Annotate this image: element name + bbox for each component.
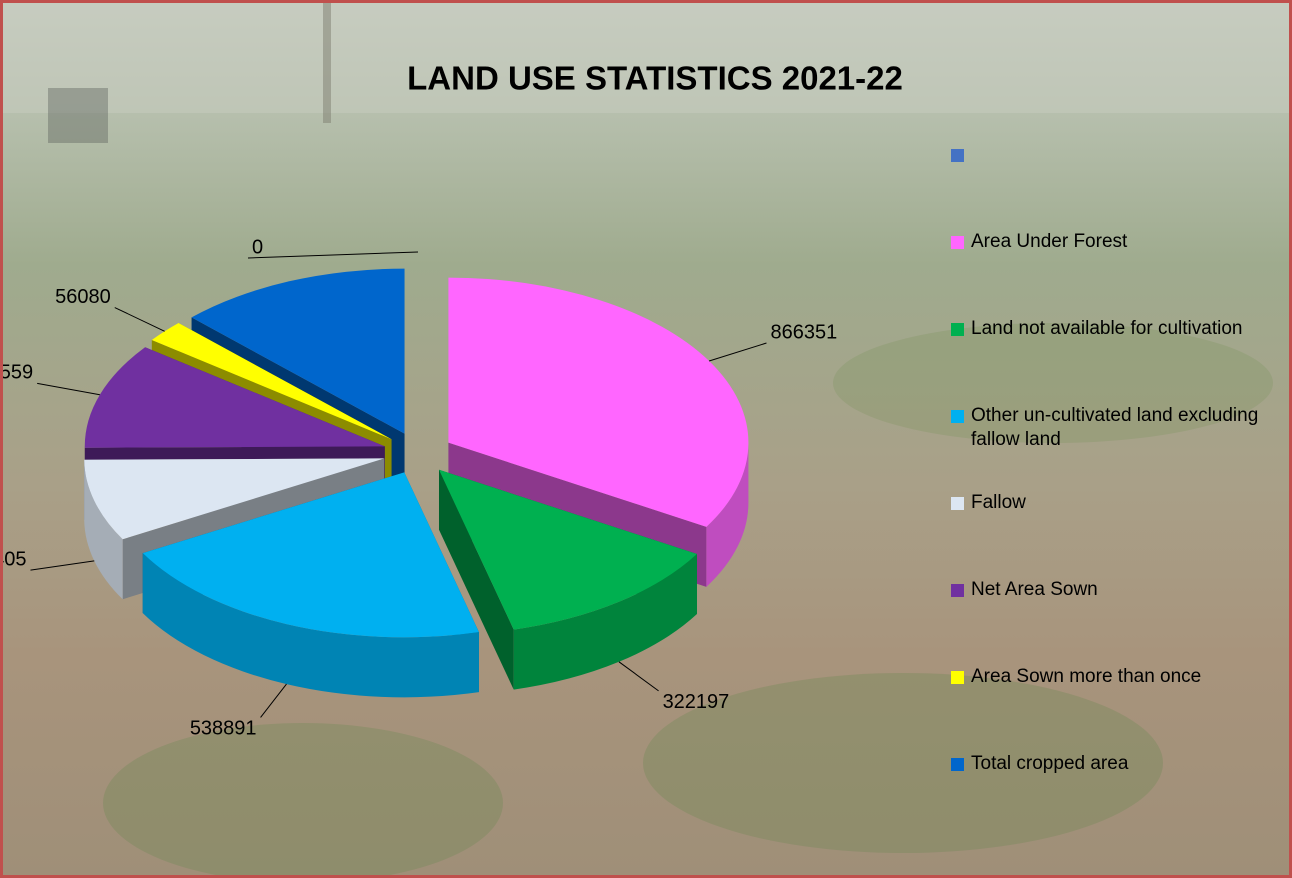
legend-swatch xyxy=(951,236,964,249)
legend-label: Total cropped area xyxy=(971,753,1129,774)
slice-side xyxy=(706,442,749,587)
plot: LAND USE STATISTICS 2021-22 0 866351 32219… xyxy=(3,60,903,740)
legend-item: Area Sown more than once xyxy=(951,665,1281,689)
slice xyxy=(151,323,392,440)
slice-side xyxy=(513,554,697,690)
slice xyxy=(191,268,405,434)
slice xyxy=(438,469,697,630)
legend-item: Total cropped area xyxy=(951,752,1281,776)
leader-line xyxy=(708,342,767,362)
legend-swatch xyxy=(951,497,964,510)
legend-label: Fallow xyxy=(971,492,1026,513)
slice xyxy=(84,458,385,540)
layer xyxy=(84,268,749,638)
leader-line xyxy=(30,560,95,571)
slice-side xyxy=(142,553,479,698)
legend-swatch xyxy=(951,758,964,771)
layer: 0 866351 322197 538891 207405 268559 56080 xyxy=(3,236,837,739)
data-label: 0 xyxy=(252,236,263,258)
data-label: 56080 xyxy=(55,286,111,308)
slice-side xyxy=(84,459,123,600)
legend-item: Fallow xyxy=(951,491,1281,515)
legend-swatch xyxy=(951,149,964,162)
slice xyxy=(84,347,385,448)
data-label: 207405 xyxy=(3,548,26,570)
background xyxy=(3,3,1289,875)
legend-item: Land not available for cultivation xyxy=(951,317,1281,341)
slice-wall xyxy=(438,469,514,690)
slice xyxy=(142,472,479,638)
legend-item: Net Area Sown xyxy=(951,578,1281,602)
slice xyxy=(448,277,749,527)
legend-label: Net Area Sown xyxy=(971,579,1098,600)
data-label: 866351 xyxy=(770,321,837,343)
leader-line xyxy=(247,251,419,259)
legend-swatch xyxy=(951,323,964,336)
leader-line xyxy=(114,307,165,332)
leader-line xyxy=(37,382,100,396)
legend-item: Area Under Forest xyxy=(951,230,1281,254)
chart-title: LAND USE STATISTICS 2021-22 xyxy=(407,60,903,97)
data-label: 538891 xyxy=(190,718,257,740)
legend-item: Other un-cultivated land excluding fallo… xyxy=(951,404,1281,452)
legend-label: Other un-cultivated land excluding fallo… xyxy=(971,405,1259,450)
legend-swatch xyxy=(951,410,964,423)
legend-swatch xyxy=(951,584,964,597)
legend-label: Area Sown more than once xyxy=(971,666,1202,687)
legend-label: Land not available for cultivation xyxy=(971,318,1243,339)
leader-line xyxy=(260,683,287,718)
legend-label: Area Under Forest xyxy=(971,231,1128,252)
legend-swatch xyxy=(951,671,964,684)
data-label: 322197 xyxy=(663,691,730,713)
data-label: 268559 xyxy=(3,362,33,384)
leader-line xyxy=(618,661,659,692)
